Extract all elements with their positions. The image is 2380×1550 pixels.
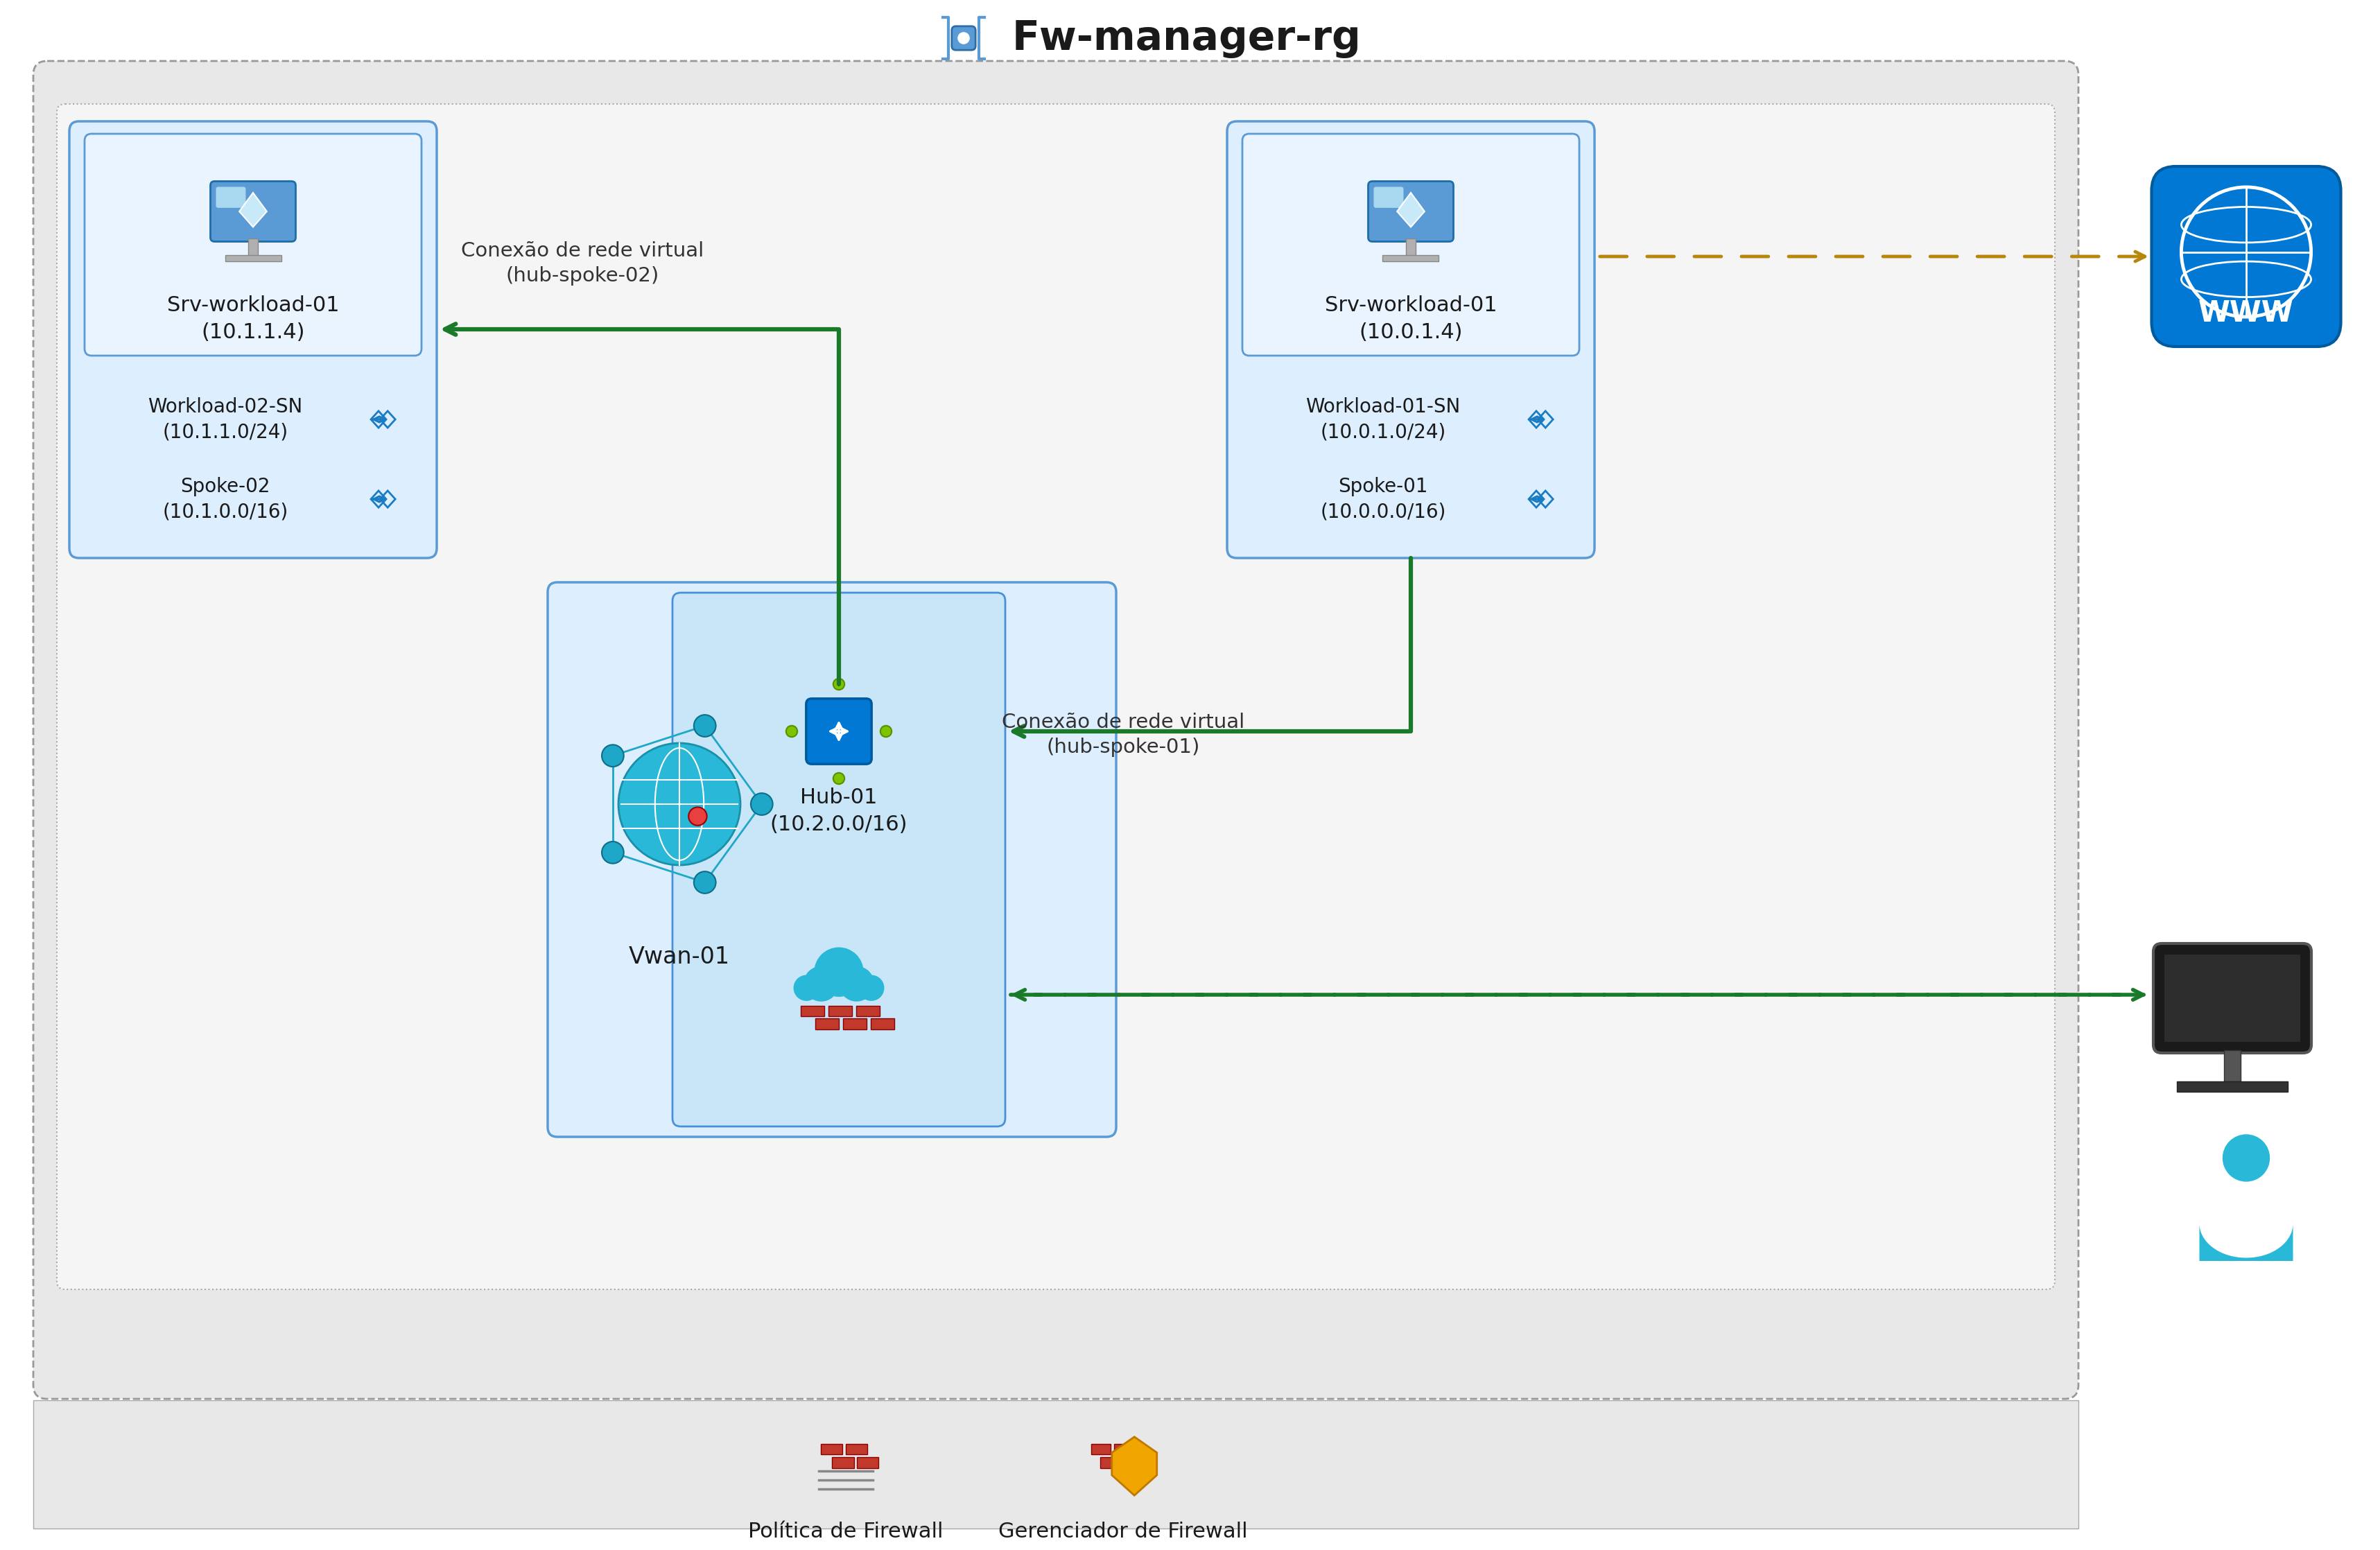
Polygon shape	[240, 192, 267, 226]
Bar	[857, 1457, 878, 1468]
Text: Fw-manager-rg: Fw-manager-rg	[1011, 19, 1361, 57]
Bar	[821, 1443, 843, 1454]
Bar	[33, 1400, 2078, 1528]
Circle shape	[881, 725, 892, 736]
Circle shape	[785, 725, 797, 736]
Text: Conexão de rede virtual
(hub-spoke-01): Conexão de rede virtual (hub-spoke-01)	[1002, 713, 1245, 758]
Circle shape	[833, 773, 845, 784]
Text: Spoke-01
(10.0.0.0/16): Spoke-01 (10.0.0.0/16)	[1321, 477, 1447, 521]
Text: Spoke-02
(10.1.0.0/16): Spoke-02 (10.1.0.0/16)	[162, 477, 288, 521]
Circle shape	[695, 715, 716, 736]
FancyBboxPatch shape	[209, 181, 295, 242]
Circle shape	[688, 808, 707, 826]
Text: WWW: WWW	[2199, 299, 2294, 327]
Bar	[833, 1457, 854, 1468]
Circle shape	[838, 966, 873, 1001]
Bar	[1100, 1457, 1119, 1468]
FancyBboxPatch shape	[1242, 133, 1580, 355]
Bar	[1114, 1443, 1133, 1454]
FancyBboxPatch shape	[2152, 166, 2342, 347]
FancyBboxPatch shape	[674, 592, 1004, 1127]
Circle shape	[804, 966, 838, 1001]
Bar	[2223, 1051, 2240, 1082]
Bar	[248, 239, 257, 256]
FancyBboxPatch shape	[952, 26, 976, 50]
Bar	[1123, 1457, 1142, 1468]
Text: Srv-workload-01
(10.1.1.4): Srv-workload-01 (10.1.1.4)	[167, 296, 340, 343]
Bar	[843, 1018, 866, 1029]
Bar	[2163, 955, 2301, 1042]
Bar	[800, 1006, 823, 1017]
FancyBboxPatch shape	[33, 60, 2078, 1400]
Circle shape	[619, 742, 740, 865]
FancyBboxPatch shape	[1373, 188, 1404, 208]
FancyBboxPatch shape	[57, 104, 2054, 1290]
Circle shape	[750, 794, 774, 815]
Polygon shape	[1397, 192, 1426, 226]
Circle shape	[833, 679, 845, 690]
Bar	[226, 256, 281, 262]
FancyBboxPatch shape	[69, 121, 438, 558]
Circle shape	[793, 975, 819, 1001]
FancyBboxPatch shape	[1368, 181, 1454, 242]
Text: Gerenciador de Firewall: Gerenciador de Firewall	[1000, 1522, 1247, 1542]
FancyBboxPatch shape	[217, 188, 245, 208]
Circle shape	[859, 975, 885, 1001]
Polygon shape	[1111, 1437, 1157, 1496]
Bar	[1383, 256, 1440, 262]
Bar	[845, 1443, 866, 1454]
FancyBboxPatch shape	[86, 133, 421, 355]
Polygon shape	[2199, 1223, 2292, 1262]
Text: Política de Firewall: Política de Firewall	[747, 1522, 942, 1542]
Bar	[1092, 1443, 1111, 1454]
Text: Vwan-01: Vwan-01	[628, 946, 731, 969]
Text: Srv-workload-01
(10.0.1.4): Srv-workload-01 (10.0.1.4)	[1326, 296, 1497, 343]
FancyBboxPatch shape	[2154, 944, 2311, 1052]
FancyBboxPatch shape	[807, 699, 871, 764]
Bar	[871, 1018, 895, 1029]
FancyBboxPatch shape	[1228, 121, 1595, 558]
Bar	[816, 1018, 838, 1029]
Bar	[1407, 239, 1416, 256]
Text: Hub-01
(10.2.0.0/16): Hub-01 (10.2.0.0/16)	[771, 787, 907, 834]
Bar	[828, 1006, 852, 1017]
Text: Workload-02-SN
(10.1.1.0/24): Workload-02-SN (10.1.1.0/24)	[148, 397, 302, 442]
Text: Conexão de rede virtual
(hub-spoke-02): Conexão de rede virtual (hub-spoke-02)	[462, 240, 704, 285]
Bar	[2178, 1082, 2287, 1091]
Circle shape	[957, 33, 969, 45]
Circle shape	[602, 842, 624, 863]
Circle shape	[695, 871, 716, 893]
Circle shape	[2223, 1135, 2271, 1181]
Circle shape	[814, 947, 864, 997]
Bar	[857, 1006, 881, 1017]
Circle shape	[602, 744, 624, 767]
FancyBboxPatch shape	[547, 583, 1116, 1136]
Text: Workload-01-SN
(10.0.1.0/24): Workload-01-SN (10.0.1.0/24)	[1307, 397, 1461, 442]
